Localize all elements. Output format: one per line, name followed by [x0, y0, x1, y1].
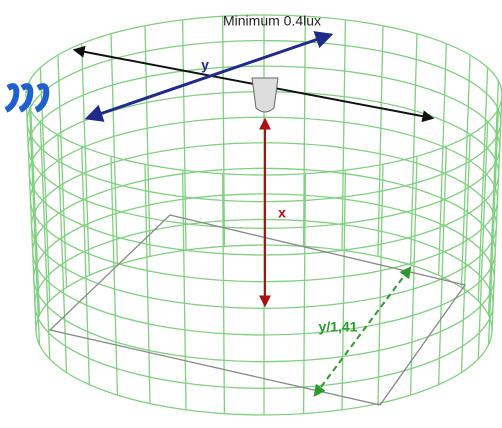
grid-vertical: [487, 81, 500, 316]
grid-vertical: [144, 164, 151, 404]
grid-vertical: [409, 156, 418, 396]
grid-vertical: [460, 54, 471, 288]
diameter-arrow: [84, 31, 334, 122]
grid-vertical: [477, 122, 489, 360]
side-label: y/1,41: [319, 319, 358, 335]
grid-vertical: [222, 173, 226, 414]
grid-vertical: [28, 81, 41, 316]
grid-vertical: [460, 134, 471, 373]
grid-vertical: [25, 94, 37, 331]
diameter-label: y: [201, 57, 209, 73]
side-arrow: [313, 266, 412, 397]
grid-vertical: [438, 146, 447, 385]
grid-vertical: [409, 33, 418, 265]
grid-vertical: [81, 43, 90, 276]
grid-vertical: [487, 108, 500, 345]
grid-vertical: [81, 146, 90, 385]
grid-vertical: [110, 156, 119, 396]
grid-vertical: [28, 108, 41, 345]
grid-vertical: [302, 173, 306, 414]
grid-vertical: [110, 33, 119, 265]
lamp: [251, 77, 279, 113]
grid-vertical: [477, 67, 489, 301]
grid-vertical: [181, 170, 187, 410]
quote-mark: [4, 83, 50, 113]
grid-vertical: [438, 43, 447, 276]
height-label: x: [278, 205, 286, 221]
grid-vertical: [491, 94, 502, 331]
grid-vertical: [39, 122, 51, 360]
illuminance-label: Minimum 0.4lux: [223, 13, 321, 29]
floor-square: [48, 214, 467, 406]
grid-vertical: [57, 54, 68, 288]
